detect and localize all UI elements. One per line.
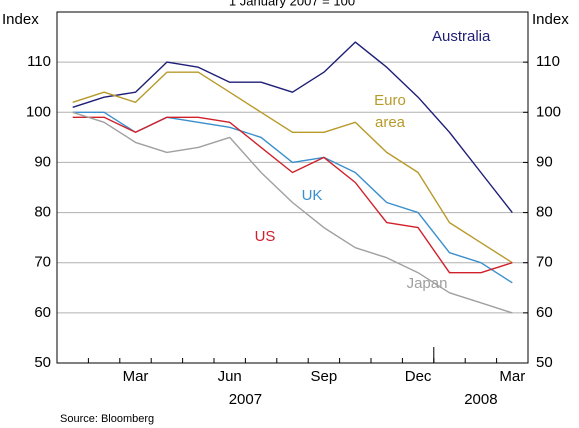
y-tick-label: 110 [27, 53, 51, 70]
series-label: UK [302, 187, 323, 204]
y2-tick-label: 100 [536, 103, 561, 120]
y-tick-label: 70 [34, 254, 51, 271]
y2-tick-label: 80 [536, 204, 553, 221]
y-tick-label: 80 [34, 204, 51, 221]
series-label: US [255, 228, 276, 245]
series-label: Japan [407, 275, 448, 292]
y-tick-label: 60 [34, 304, 51, 321]
y-tick-label: 100 [26, 103, 51, 120]
y2-tick-label: 50 [536, 354, 553, 371]
series-line [72, 111, 513, 314]
series-label-box: Euro area [374, 92, 406, 131]
series-line [72, 71, 513, 264]
series-line [72, 41, 513, 214]
chart-title: 1 January 2007 = 100 [229, 0, 355, 8]
year-label: 2008 [464, 391, 497, 408]
plot-frame [56, 11, 529, 364]
x-tick-label: Dec [405, 368, 432, 385]
x-tick-label: Jun [218, 368, 242, 385]
series-line [72, 111, 513, 284]
y-tick-label: 90 [34, 153, 51, 170]
x-tick-label: Mar [499, 368, 525, 385]
y2-tick-label: 70 [536, 254, 553, 271]
y-axis-label: Index [2, 11, 39, 28]
y2-tick-label: 90 [536, 153, 553, 170]
source-note: Source: Bloomberg [60, 413, 154, 425]
series-label: Australia [432, 28, 491, 45]
x-tick-label: Mar [123, 368, 149, 385]
y-tick-label: 50 [34, 354, 51, 371]
y2-tick-label: 60 [536, 304, 553, 321]
y2-axis-label: Index [532, 11, 569, 28]
year-label: 2007 [229, 391, 262, 408]
y2-tick-label: 110 [536, 53, 560, 70]
x-tick-label: Sep [311, 368, 338, 385]
series-line [72, 116, 513, 274]
series-label: Euro area [374, 92, 406, 131]
